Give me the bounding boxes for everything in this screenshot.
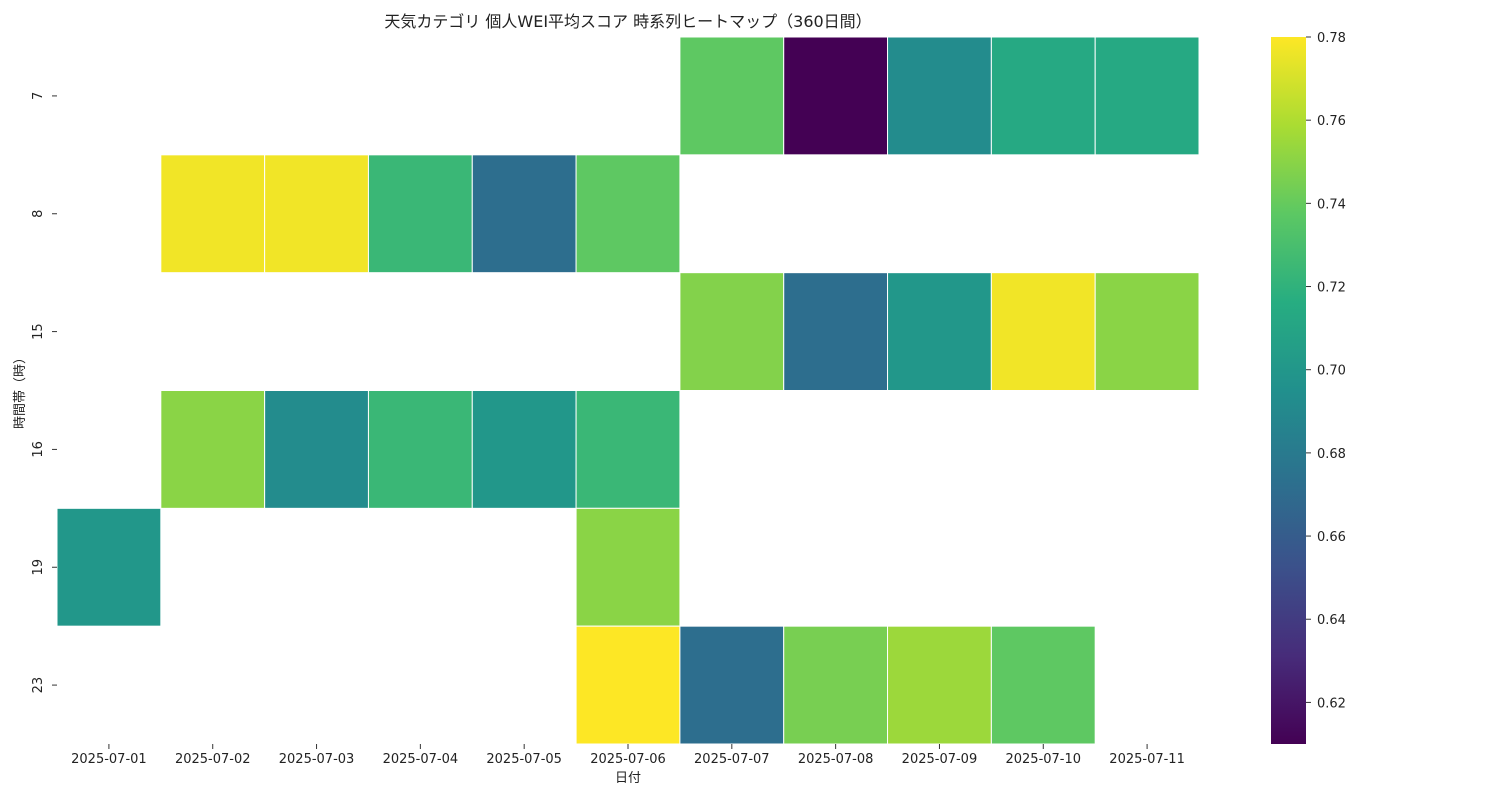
chart-title: 天気カテゴリ 個人WEI平均スコア 時系列ヒートマップ（360日間） (384, 12, 871, 31)
y-tick-label: 8 (31, 210, 46, 218)
colorbar-gradient (1271, 37, 1306, 744)
x-tick-label: 2025-07-01 (71, 752, 147, 767)
colorbar-tick-label: 0.76 (1317, 114, 1346, 129)
heatmap-cells (56, 36, 1200, 745)
heatmap-cell (367, 390, 473, 509)
heatmap-cell (367, 154, 473, 274)
heatmap-cell (783, 36, 889, 156)
x-tick-label: 2025-07-11 (1109, 752, 1185, 767)
colorbar-tick-label: 0.68 (1317, 447, 1346, 462)
heatmap-cell (679, 272, 785, 391)
heatmap-cell (160, 390, 266, 509)
heatmap-cell (575, 390, 681, 509)
heatmap-cell (471, 390, 577, 509)
colorbar-tick-label: 0.62 (1317, 696, 1346, 711)
colorbar-tick-label: 0.70 (1317, 364, 1346, 379)
heatmap-cell (887, 272, 992, 391)
heatmap-cell (1094, 36, 1200, 156)
x-tick-label: 2025-07-07 (694, 752, 770, 767)
heatmap-cell (575, 507, 681, 627)
colorbar-tick-label: 0.74 (1317, 197, 1346, 212)
colorbar-tick-label: 0.66 (1317, 530, 1346, 545)
heatmap-cell (887, 36, 992, 156)
x-tick-label: 2025-07-08 (798, 752, 874, 767)
y-tick-label: 15 (31, 323, 46, 340)
y-tick-label: 23 (31, 677, 46, 694)
colorbar-tick-label: 0.64 (1317, 613, 1346, 628)
y-axis-ticks: 7 8 15 16 19 23 (31, 92, 57, 694)
heatmap-cell (990, 272, 1096, 391)
colorbar-tick-label: 0.78 (1317, 31, 1346, 46)
x-tick-label: 2025-07-09 (902, 752, 978, 767)
heatmap-cell (990, 36, 1096, 156)
heatmap-cell (1094, 272, 1200, 391)
x-tick-label: 2025-07-06 (590, 752, 666, 767)
y-tick-label: 16 (31, 441, 46, 458)
heatmap-cell (56, 507, 162, 627)
heatmap-cell (575, 154, 681, 274)
heatmap-cell (783, 272, 889, 391)
heatmap-cell (575, 625, 681, 745)
colorbar-tick-label: 0.72 (1317, 281, 1346, 296)
x-tick-label: 2025-07-04 (383, 752, 459, 767)
heatmap-cell (264, 154, 369, 274)
heatmap-cell (887, 625, 992, 745)
y-tick-label: 7 (31, 92, 46, 100)
heatmap-cell (160, 154, 266, 274)
x-axis-ticks: 2025-07-01 2025-07-02 2025-07-03 2025-07-04… (71, 744, 1185, 767)
x-axis-label: 日付 (615, 771, 641, 786)
heatmap-cell (679, 625, 785, 745)
y-tick-label: 19 (31, 559, 46, 576)
x-tick-label: 2025-07-05 (486, 752, 562, 767)
x-tick-label: 2025-07-03 (279, 752, 355, 767)
colorbar: 0.62 0.64 0.66 0.68 0.70 0.72 0.74 0.76 0.78 (1271, 31, 1346, 744)
heatmap-cell (679, 36, 785, 156)
x-tick-label: 2025-07-02 (175, 752, 251, 767)
heatmap-cell (783, 625, 889, 745)
heatmap-cell (471, 154, 577, 274)
heatmap-cell (264, 390, 369, 509)
heatmap-cell (990, 625, 1096, 745)
x-tick-label: 2025-07-10 (1005, 752, 1081, 767)
y-axis-label: 時間帯（時） (13, 351, 28, 429)
